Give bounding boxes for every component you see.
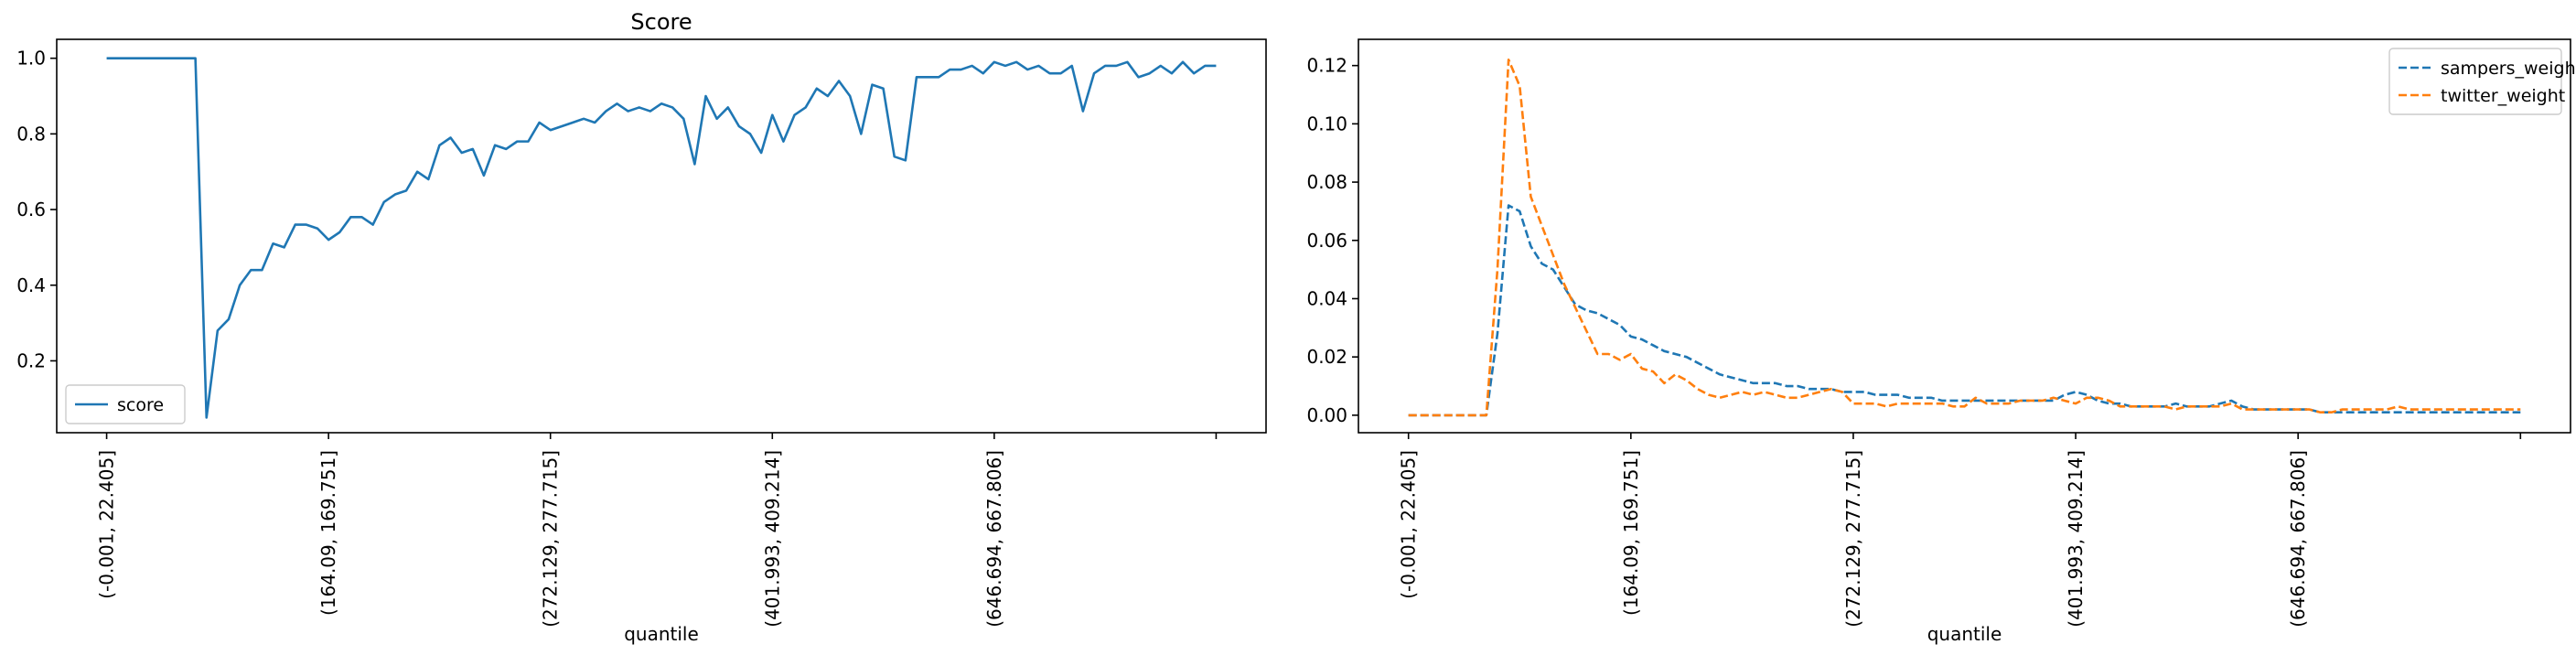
legend-label-score: score xyxy=(117,395,164,415)
x-tick-label: (164.09, 169.751] xyxy=(1620,450,1642,616)
x-tick-label: (-0.001, 22.405] xyxy=(96,450,118,599)
chart-title: Score xyxy=(630,9,692,35)
y-tick-label: 0.12 xyxy=(1306,55,1347,77)
y-tick-label: 0.02 xyxy=(1306,346,1347,368)
score-chart: 0.2 0.4 0.6 0.8 1.0 (-0.001, 22.405] (164.09, … xyxy=(16,9,1267,645)
y-tick-label: 0.10 xyxy=(1306,113,1347,134)
x-tick-label: (646.694, 667.806] xyxy=(983,450,1005,628)
y-tick-label: 0.08 xyxy=(1306,171,1347,193)
x-tick-label: (401.993, 409.214] xyxy=(2065,450,2087,628)
y-tick-label: 0.04 xyxy=(1306,287,1347,309)
series-line-score xyxy=(106,57,1217,419)
y-tick-label: 0.4 xyxy=(16,274,46,296)
y-tick-label: 0.6 xyxy=(16,199,46,220)
legend-label-twitter_weight: twitter_weight xyxy=(2441,86,2565,106)
weight-chart: 0.00 0.02 0.04 0.06 0.08 0.10 0.12 (-0.001, 22.… xyxy=(1306,38,2576,645)
legend-box xyxy=(65,384,186,424)
x-tick-label: (272.129, 277.715] xyxy=(540,450,562,628)
legend-label-sampers_weight: sampers_weight xyxy=(2441,59,2576,79)
x-axis-label: quantile xyxy=(624,623,699,645)
legend-box xyxy=(2388,48,2562,115)
series-line-twitter_weight xyxy=(1408,59,2521,417)
y-tick-label: 0.2 xyxy=(16,349,46,371)
series-line-sampers_weight xyxy=(1408,204,2521,417)
y-tick-label: 0.00 xyxy=(1306,404,1347,426)
x-tick-label: (-0.001, 22.405] xyxy=(1398,450,1420,599)
y-tick-label: 0.06 xyxy=(1306,230,1347,252)
legend: sampers_weight twitter_weight xyxy=(2388,48,2576,115)
plot-frame xyxy=(1358,38,2571,434)
x-tick-label: (646.694, 667.806] xyxy=(2287,450,2309,628)
y-tick-label: 0.8 xyxy=(16,123,46,145)
legend: score xyxy=(65,384,186,424)
x-tick-label: (164.09, 169.751] xyxy=(317,450,339,616)
plot-frame xyxy=(56,38,1267,434)
x-tick-label: (401.993, 409.214] xyxy=(761,450,783,628)
y-tick-label: 1.0 xyxy=(16,48,46,70)
x-tick-label: (272.129, 277.715] xyxy=(1842,450,1864,628)
x-axis-label: quantile xyxy=(1927,623,2002,645)
